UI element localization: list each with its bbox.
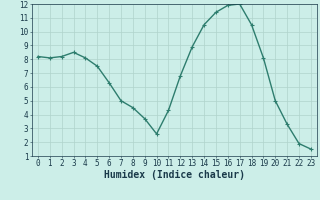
X-axis label: Humidex (Indice chaleur): Humidex (Indice chaleur) [104,170,245,180]
